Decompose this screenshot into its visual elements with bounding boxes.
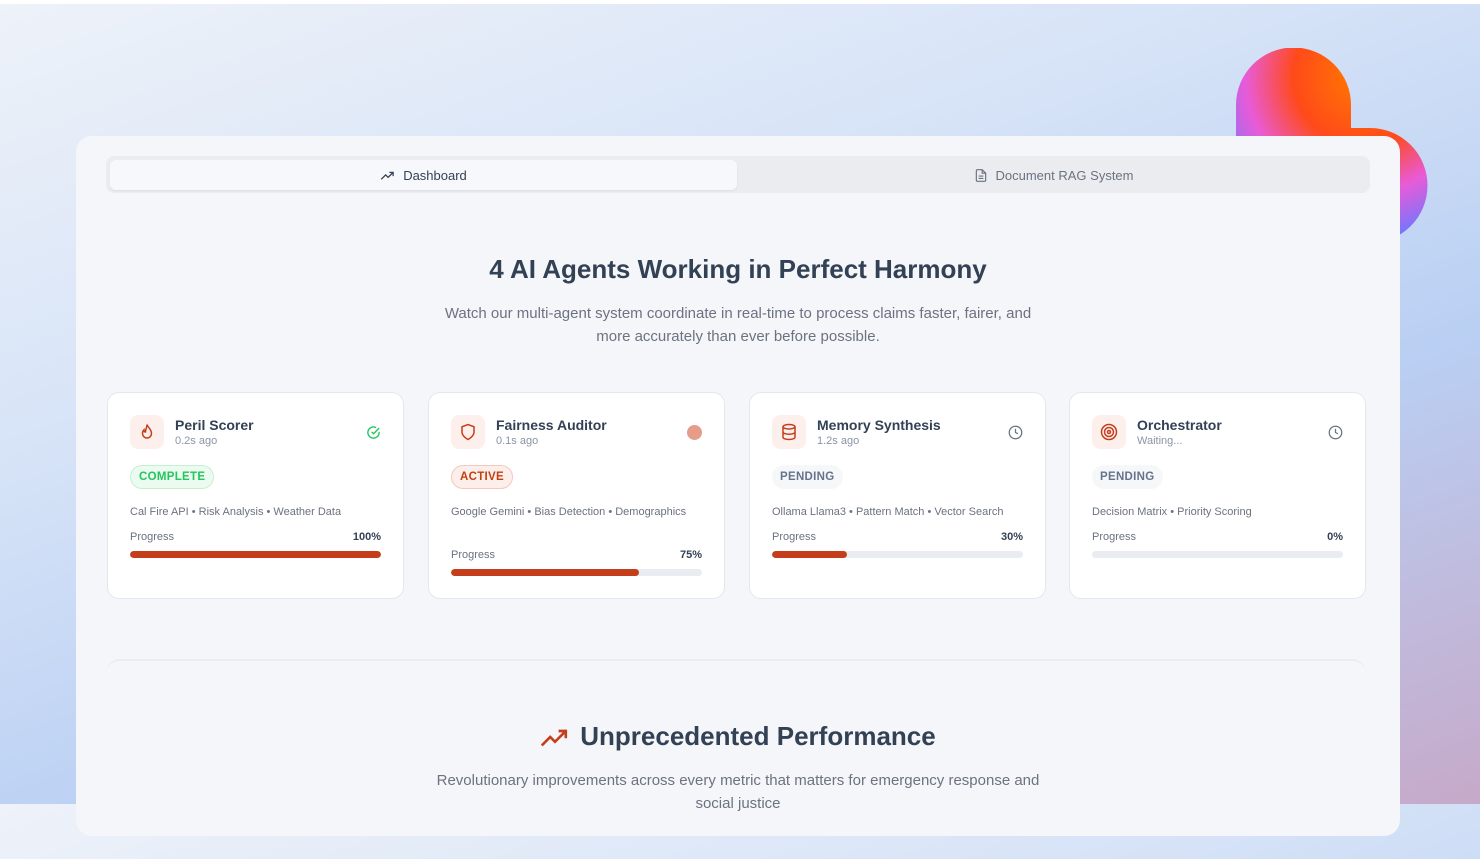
database-icon bbox=[782, 423, 796, 441]
agent-name: Memory Synthesis bbox=[817, 417, 941, 433]
agent-icon-box bbox=[451, 415, 485, 449]
agent-icon-box bbox=[1092, 415, 1126, 449]
tab-label: Dashboard bbox=[403, 167, 467, 183]
agent-card-fairness-auditor: Fairness Auditor 0.1s ago ACTIVE Google … bbox=[428, 392, 725, 599]
status-badge: PENDING bbox=[1092, 465, 1163, 489]
status-badge: PENDING bbox=[772, 465, 843, 489]
agent-time: Waiting... bbox=[1137, 435, 1183, 447]
agent-time: 0.1s ago bbox=[496, 435, 539, 447]
progress-bar bbox=[772, 551, 1023, 558]
file-text-icon bbox=[975, 168, 986, 182]
progress-value: 30% bbox=[1000, 531, 1023, 543]
agent-name: Orchestrator bbox=[1137, 417, 1222, 433]
hero-title: 4 AI Agents Working in Perfect Harmony bbox=[489, 254, 987, 284]
tab-document-rag[interactable]: Document RAG System bbox=[741, 160, 1366, 190]
agent-icon-box bbox=[772, 415, 806, 449]
progress-fill bbox=[772, 551, 848, 558]
progress-label: Progress bbox=[772, 531, 817, 543]
performance-section bbox=[106, 659, 1366, 859]
agent-time: 0.2s ago bbox=[175, 435, 218, 447]
tab-bar: Dashboard Document RAG System bbox=[106, 156, 1370, 193]
progress-bar bbox=[130, 551, 381, 558]
main-panel: Dashboard Document RAG System 4 AI Agent… bbox=[76, 136, 1400, 836]
hero-subtitle: Watch our multi-agent system coordinate … bbox=[444, 305, 1032, 345]
agent-name: Fairness Auditor bbox=[496, 417, 607, 433]
progress-row: Progress 0% bbox=[1092, 531, 1343, 543]
performance-subtitle: Revolutionary improvements across every … bbox=[436, 772, 1040, 812]
progress-label: Progress bbox=[130, 531, 175, 543]
progress-label: Progress bbox=[451, 549, 496, 561]
status-badge: COMPLETE bbox=[130, 465, 215, 489]
performance-title: Unprecedented Performance bbox=[76, 721, 1400, 752]
agent-card-peril-scorer: Peril Scorer 0.2s ago COMPLETE Cal Fire … bbox=[107, 392, 404, 599]
check-circle-icon bbox=[365, 424, 381, 440]
progress-value: 100% bbox=[352, 531, 381, 543]
top-strip bbox=[0, 0, 1480, 4]
trending-up-icon bbox=[541, 729, 568, 746]
agent-tags: Google Gemini • Bias Detection • Demogra… bbox=[451, 506, 687, 518]
performance-title-text: Unprecedented Performance bbox=[580, 721, 936, 751]
progress-row: Progress 100% bbox=[130, 531, 381, 543]
trending-up-icon bbox=[380, 171, 394, 180]
progress-value: 0% bbox=[1327, 531, 1343, 543]
progress-row: Progress 75% bbox=[451, 549, 702, 561]
pulse-dot-icon bbox=[686, 424, 702, 440]
progress-value: 75% bbox=[679, 549, 702, 561]
agent-tags: Cal Fire API • Risk Analysis • Weather D… bbox=[130, 506, 342, 518]
agent-time: 1.2s ago bbox=[817, 435, 860, 447]
agent-icon-box bbox=[130, 415, 164, 449]
progress-row: Progress 30% bbox=[772, 531, 1023, 543]
tab-dashboard[interactable]: Dashboard bbox=[110, 160, 737, 190]
flame-icon bbox=[141, 424, 153, 439]
agent-card-orchestrator: Orchestrator Waiting... PENDING Decision… bbox=[1069, 392, 1366, 599]
agent-tags: Decision Matrix • Priority Scoring bbox=[1092, 506, 1252, 518]
progress-label: Progress bbox=[1092, 531, 1137, 543]
shield-icon bbox=[461, 423, 475, 441]
progress-bar bbox=[451, 569, 702, 576]
target-icon bbox=[1100, 423, 1118, 441]
clock-icon bbox=[1327, 424, 1343, 440]
progress-fill bbox=[451, 569, 640, 576]
progress-bar bbox=[1092, 551, 1343, 558]
progress-fill bbox=[130, 551, 381, 558]
status-badge: ACTIVE bbox=[451, 465, 513, 489]
clock-icon bbox=[1007, 424, 1023, 440]
agent-card-memory-synthesis: Memory Synthesis 1.2s ago PENDING Ollama… bbox=[749, 392, 1046, 599]
agent-name: Peril Scorer bbox=[175, 417, 254, 433]
agent-tags: Ollama Llama3 • Pattern Match • Vector S… bbox=[772, 506, 1004, 518]
tab-label: Document RAG System bbox=[995, 167, 1134, 183]
